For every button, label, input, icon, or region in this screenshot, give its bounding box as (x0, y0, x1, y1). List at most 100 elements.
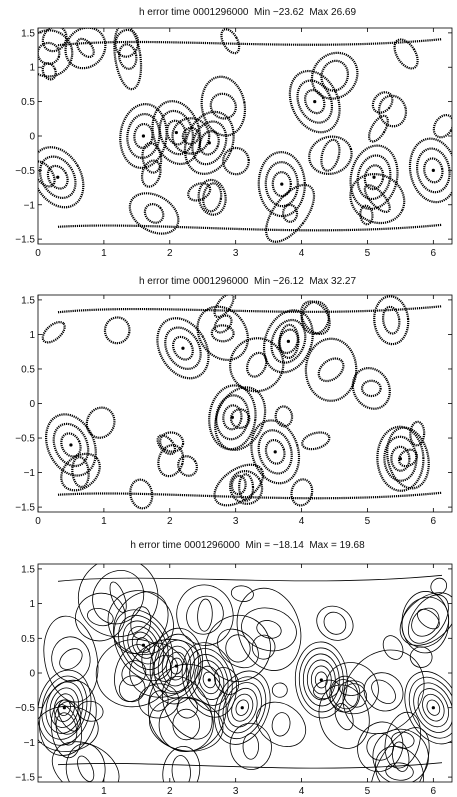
contour-line (409, 420, 426, 447)
contour-line (271, 712, 291, 737)
y-tick-label: −1.5 (15, 773, 35, 784)
contour-line (222, 146, 250, 176)
x-tick-label: 4 (299, 516, 305, 527)
contour-line (432, 113, 452, 139)
contour-line (229, 337, 285, 393)
contour-line (209, 92, 237, 120)
contour-line (122, 620, 165, 670)
contour-line (308, 135, 353, 176)
x-tick-label: 3 (233, 516, 239, 527)
extremum-marker (286, 339, 290, 343)
contour-line (408, 676, 452, 739)
contour-line (226, 687, 258, 728)
contour-line (384, 711, 422, 769)
contour-line (306, 659, 336, 701)
contour-line (220, 28, 241, 55)
contour-line (274, 405, 294, 428)
extremum-marker (372, 175, 376, 179)
contour-line (313, 679, 340, 700)
contour-line (214, 670, 271, 745)
contour-line (310, 51, 359, 100)
contour-line (265, 183, 316, 243)
contour-plot-1: 0 1 2 3 4 5 6 1.5 1 0.5 0 −0.5 −1 −1.5 (15, 27, 453, 259)
contour-line (77, 564, 159, 638)
contour-line (153, 633, 199, 699)
contour-line (177, 455, 198, 477)
contour-line (213, 295, 235, 319)
contour-line (55, 712, 78, 746)
contour-line (407, 594, 449, 644)
contour-line (38, 41, 61, 65)
contour-line (38, 705, 99, 752)
contour-line (151, 100, 202, 166)
contour-line (413, 682, 452, 733)
contour-line (417, 608, 440, 630)
contour-line (391, 741, 410, 772)
y-tick-label: 0.5 (21, 634, 35, 645)
x-tick-label: 1 (101, 516, 107, 527)
contour-line (46, 164, 69, 190)
contour-line (50, 699, 83, 759)
contour-line (411, 607, 440, 637)
contour-line (149, 697, 224, 752)
contour-line (41, 675, 88, 740)
contour-line (77, 700, 104, 722)
contour-line (277, 328, 299, 355)
contour-line (290, 478, 314, 507)
extremum-marker (62, 706, 66, 710)
y-tick-label: −0.5 (15, 703, 35, 714)
contour-line (257, 151, 306, 218)
contour-line (271, 682, 288, 698)
y-tick-label: −1.5 (15, 503, 35, 514)
contour-line (53, 693, 75, 722)
contour-line (314, 671, 328, 689)
x-tick-label: 6 (431, 516, 437, 527)
x-tick-label: 5 (365, 786, 371, 797)
contour-line (85, 406, 116, 439)
contour-line (331, 679, 359, 710)
y-tick-label: 0.5 (21, 364, 35, 375)
contour-line (264, 438, 286, 465)
contour-line (225, 634, 251, 663)
contour-line (181, 126, 200, 146)
x-tick-label: 5 (365, 516, 371, 527)
contour-line (391, 731, 415, 749)
contour-line (218, 676, 267, 739)
extremum-marker (207, 141, 211, 145)
contour-line (320, 59, 350, 92)
chart-title: h error time 0001296000 Min −23.62 Max 2… (138, 7, 357, 18)
contour-line (222, 682, 262, 734)
contour-line (114, 644, 154, 702)
y-tick-label: 1 (29, 63, 35, 74)
contour-line (161, 645, 191, 687)
contour-line (197, 598, 213, 632)
x-tick-label: 5 (365, 248, 371, 259)
contour-line (172, 708, 201, 741)
contour-line (187, 182, 212, 202)
contour-line (107, 590, 174, 656)
contour-line (378, 94, 408, 128)
contour-line (92, 570, 145, 625)
contour-line (236, 587, 302, 671)
contour-line (65, 743, 106, 782)
contour-line (41, 321, 66, 344)
contour-line (95, 638, 172, 708)
contour-line (183, 110, 235, 175)
contour-line (304, 89, 326, 115)
y-tick-label: 0.5 (21, 97, 35, 108)
extremum-marker (141, 134, 146, 138)
contour-line (242, 733, 259, 760)
contour-line (302, 653, 340, 707)
contour-line (385, 762, 414, 781)
contour-line (397, 448, 419, 468)
y-tick-label: 1 (29, 330, 35, 341)
y-tick-label: 1.5 (21, 295, 35, 306)
x-tick-label: 2 (167, 516, 173, 527)
contour-line (383, 435, 418, 482)
contour-line (382, 635, 404, 660)
contour-line (375, 745, 425, 782)
contour-line (351, 367, 391, 410)
contour-line (157, 444, 185, 478)
x-tick-label: 6 (431, 786, 437, 797)
contour-line (304, 337, 358, 402)
